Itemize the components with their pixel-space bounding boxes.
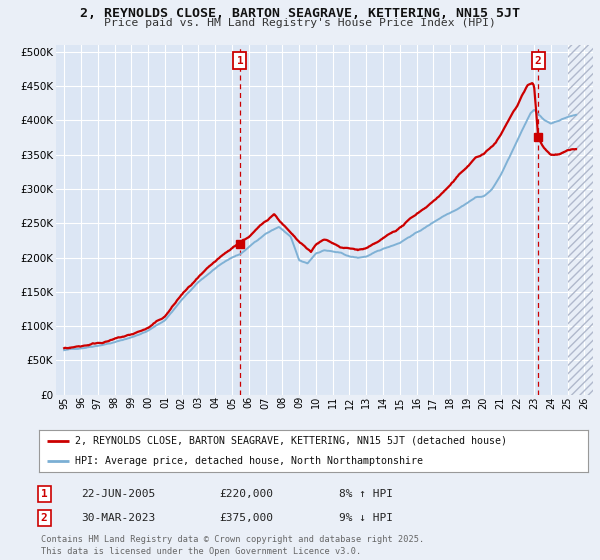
Text: £375,000: £375,000 — [219, 513, 273, 523]
Text: HPI: Average price, detached house, North Northamptonshire: HPI: Average price, detached house, Nort… — [74, 456, 422, 466]
Text: Price paid vs. HM Land Registry's House Price Index (HPI): Price paid vs. HM Land Registry's House … — [104, 18, 496, 29]
Text: 8% ↑ HPI: 8% ↑ HPI — [339, 489, 393, 499]
Text: 2: 2 — [41, 513, 47, 523]
Bar — [568, 45, 593, 395]
Text: 1: 1 — [236, 55, 243, 66]
Text: 30-MAR-2023: 30-MAR-2023 — [81, 513, 155, 523]
Text: 2, REYNOLDS CLOSE, BARTON SEAGRAVE, KETTERING, NN15 5JT (detached house): 2, REYNOLDS CLOSE, BARTON SEAGRAVE, KETT… — [74, 436, 506, 446]
Text: 22-JUN-2005: 22-JUN-2005 — [81, 489, 155, 499]
Text: 9% ↓ HPI: 9% ↓ HPI — [339, 513, 393, 523]
Text: Contains HM Land Registry data © Crown copyright and database right 2025.
This d: Contains HM Land Registry data © Crown c… — [41, 535, 424, 556]
Bar — [568, 45, 593, 395]
Text: £220,000: £220,000 — [219, 489, 273, 499]
Text: 2, REYNOLDS CLOSE, BARTON SEAGRAVE, KETTERING, NN15 5JT: 2, REYNOLDS CLOSE, BARTON SEAGRAVE, KETT… — [80, 7, 520, 20]
Text: 1: 1 — [41, 489, 47, 499]
Text: 2: 2 — [535, 55, 541, 66]
